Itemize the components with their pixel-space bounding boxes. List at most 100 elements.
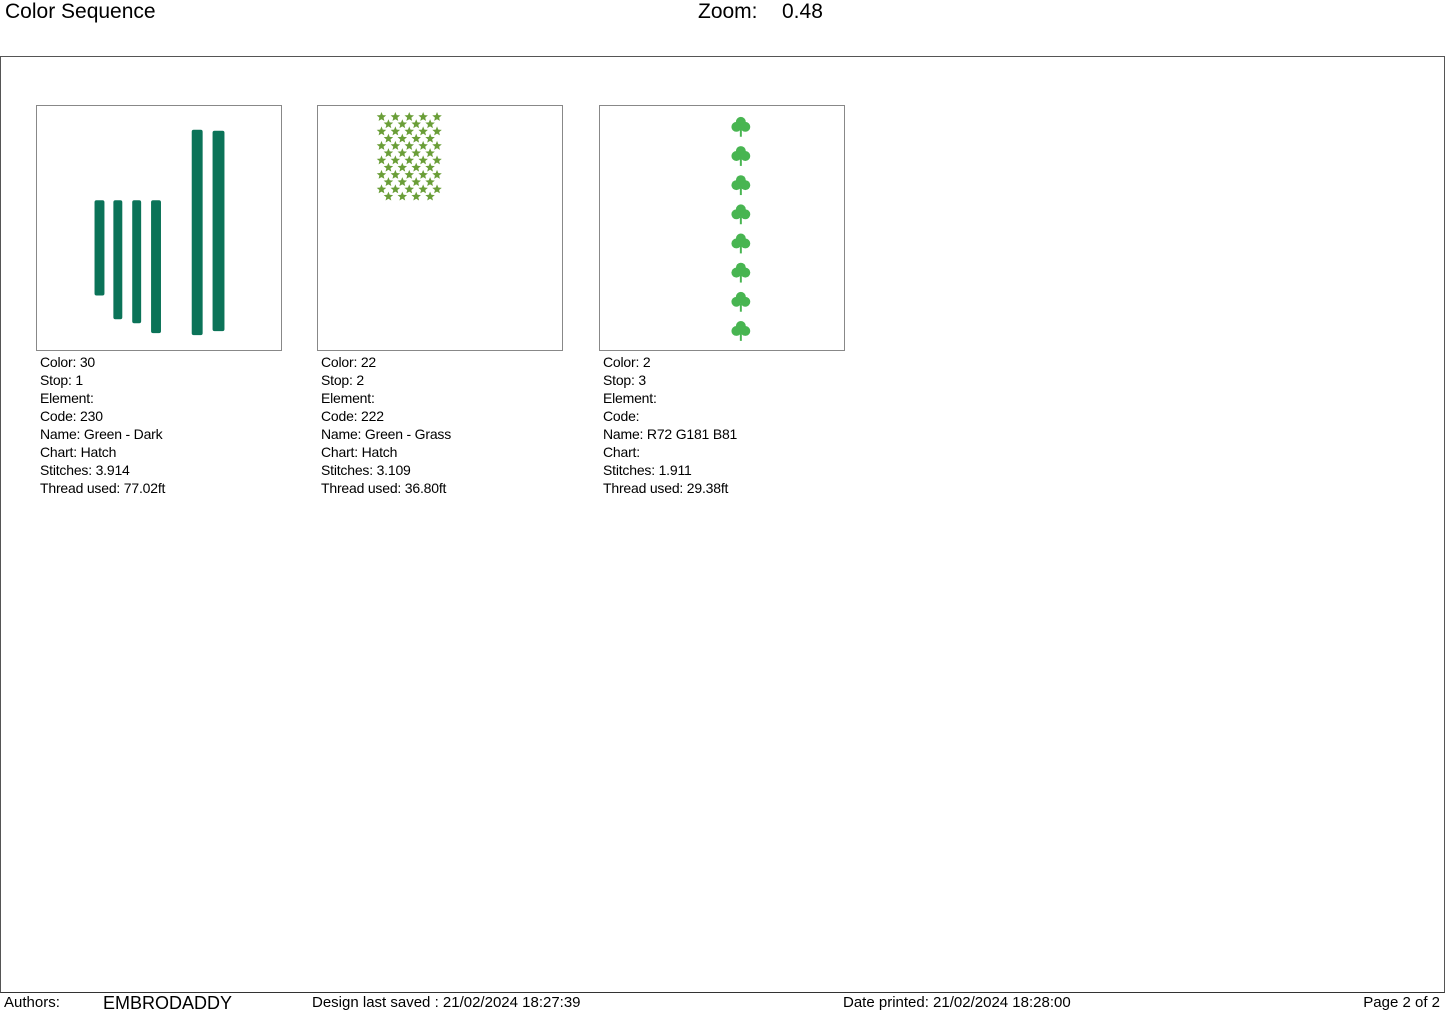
star: [404, 184, 415, 194]
star: [425, 133, 435, 143]
star: [425, 119, 435, 129]
authors-label: Authors:: [4, 994, 60, 1011]
star: [425, 148, 435, 158]
star: [383, 177, 394, 187]
star: [397, 148, 408, 158]
shamrock: [731, 175, 751, 196]
design-saved: Design last saved : 21/02/2024 18:27:39: [312, 994, 581, 1011]
stop: Stop: 2: [321, 372, 364, 388]
color-card-3: Color: 2 Stop: 3 Element: Code: Name: R7…: [599, 105, 845, 497]
star-grid-thumbnail: [317, 105, 563, 351]
element: Element:: [321, 390, 375, 406]
shamrock-column-thumbnail: [599, 105, 845, 351]
color-number: Color: 30: [40, 354, 96, 370]
star: [397, 177, 408, 187]
stripe: [212, 130, 225, 332]
star: [418, 140, 428, 150]
star: [411, 133, 421, 143]
zoom-value: 0.48: [782, 0, 823, 23]
star: [390, 184, 401, 194]
star: [432, 184, 442, 194]
star: [390, 169, 401, 179]
star: [404, 140, 415, 150]
stripe: [151, 200, 161, 334]
stop: Stop: 3: [603, 372, 646, 388]
color-info: Color: 30 Stop: 1 Element: Code: 230 Nam…: [40, 353, 282, 497]
star: [418, 111, 428, 121]
star: [390, 155, 401, 165]
stripe: [113, 200, 123, 320]
star: [404, 155, 415, 165]
star: [404, 111, 415, 121]
stop: Stop: 1: [40, 372, 83, 388]
thread-used: Thread used: 77.02ft: [40, 480, 166, 496]
element: Element:: [40, 390, 94, 406]
star: [411, 119, 421, 129]
star: [411, 177, 421, 187]
code: Code: 222: [321, 408, 384, 424]
star: [383, 119, 394, 129]
star: [390, 140, 401, 150]
vertical-stripes-thumbnail: [36, 105, 282, 351]
star: [404, 169, 415, 179]
star: [390, 111, 401, 121]
star: [432, 155, 442, 165]
star: [425, 162, 435, 172]
color-card-2: Color: 22 Stop: 2 Element: Code: 222 Nam…: [317, 105, 563, 497]
thread-used: Thread used: 36.80ft: [321, 480, 447, 496]
shamrock: [731, 291, 751, 312]
stitches: Stitches: 3.914: [40, 462, 130, 478]
star: [411, 162, 421, 172]
star: [411, 191, 421, 201]
star: [376, 169, 387, 179]
star: [425, 191, 435, 201]
star: [418, 126, 428, 136]
element: Element:: [603, 390, 657, 406]
name: Name: Green - Dark: [40, 426, 163, 442]
star: [404, 126, 415, 136]
shamrock: [731, 233, 751, 254]
star: [397, 162, 408, 172]
shamrock: [731, 262, 751, 283]
shamrock: [731, 204, 751, 225]
color-card-1: Color: 30 Stop: 1 Element: Code: 230 Nam…: [36, 105, 282, 497]
stripe: [132, 200, 142, 324]
star: [418, 169, 428, 179]
stripe: [191, 129, 203, 336]
chart: Chart: Hatch: [321, 444, 398, 460]
chart: Chart: Hatch: [40, 444, 117, 460]
star: [397, 133, 408, 143]
color-info: Color: 22 Stop: 2 Element: Code: 222 Nam…: [321, 353, 563, 497]
star: [376, 111, 387, 121]
star: [411, 148, 421, 158]
authors-value: EMBRODADDY: [103, 993, 233, 1013]
star: [383, 133, 394, 143]
star: [397, 191, 408, 201]
color-number: Color: 22: [321, 354, 377, 370]
name: Name: Green - Grass: [321, 426, 452, 442]
page-number: Page 2 of 2: [1363, 994, 1440, 1011]
code: Code: 230: [40, 408, 103, 424]
star: [376, 184, 387, 194]
star: [376, 140, 387, 150]
star: [418, 184, 428, 194]
star: [383, 148, 394, 158]
shamrock: [731, 116, 751, 137]
chart: Chart:: [603, 444, 640, 460]
stitches: Stitches: 3.109: [321, 462, 411, 478]
color-info: Color: 2 Stop: 3 Element: Code: Name: R7…: [603, 353, 845, 497]
star: [383, 162, 394, 172]
zoom-label: Zoom:: [698, 0, 758, 23]
star: [432, 126, 442, 136]
star: [376, 126, 387, 136]
star: [432, 169, 442, 179]
thread-used: Thread used: 29.38ft: [603, 480, 729, 496]
date-printed: Date printed: 21/02/2024 18:28:00: [843, 994, 1071, 1011]
star: [383, 191, 394, 201]
code: Code:: [603, 408, 640, 424]
star: [425, 177, 435, 187]
color-number: Color: 2: [603, 354, 651, 370]
page-title: Color Sequence: [5, 0, 156, 23]
star: [418, 155, 428, 165]
star: [397, 119, 408, 129]
